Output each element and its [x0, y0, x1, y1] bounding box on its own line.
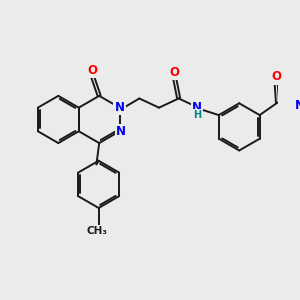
Text: O: O	[87, 64, 97, 77]
Text: CH₃: CH₃	[87, 226, 108, 236]
Text: O: O	[169, 66, 179, 79]
Text: O: O	[271, 70, 281, 83]
Text: N: N	[115, 101, 124, 114]
Text: N: N	[116, 125, 126, 138]
Text: N: N	[192, 101, 202, 114]
Text: H: H	[193, 110, 201, 120]
Text: N: N	[294, 98, 300, 112]
